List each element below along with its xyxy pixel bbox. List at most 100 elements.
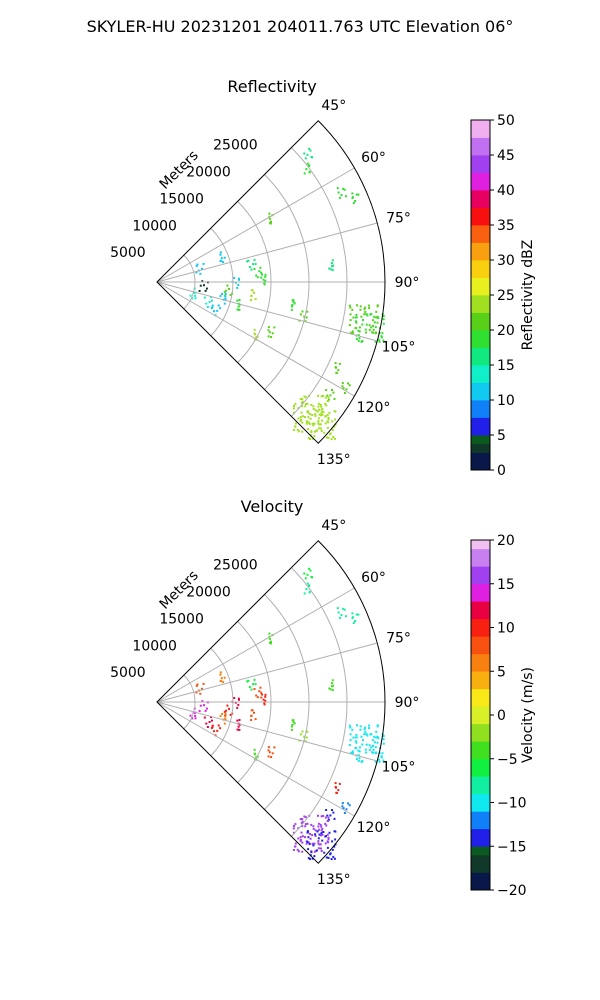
echo-point [299, 733, 302, 736]
echo-point [324, 422, 327, 425]
echo-point [206, 726, 209, 728]
echo-point [382, 339, 385, 342]
echo-point [313, 850, 316, 853]
echo-point [299, 418, 302, 421]
echo-point [341, 385, 344, 388]
echo-point [317, 825, 320, 828]
echo-point [368, 328, 371, 331]
echo-point [357, 754, 360, 757]
echo-point [224, 294, 227, 297]
echo-point [210, 716, 212, 719]
echo-point [368, 727, 371, 730]
colorbar-segment [471, 435, 490, 445]
echo-point [376, 725, 379, 728]
echo-point [347, 802, 350, 805]
echo-point [322, 831, 325, 833]
echo-point [328, 267, 331, 270]
echo-point [323, 851, 326, 854]
echo-point [297, 837, 300, 840]
echo-point [219, 307, 222, 310]
reflectivity-title: Reflectivity [227, 77, 316, 96]
colorbar-segment [471, 750, 490, 760]
echo-point [334, 782, 337, 785]
echo-point [237, 703, 240, 706]
colorbar-segment [471, 146, 490, 156]
echo-point [301, 850, 304, 853]
colorbar-tick-label: 10 [497, 393, 515, 409]
echo-point [303, 315, 306, 318]
echo-point [253, 711, 255, 714]
echo-point [256, 276, 259, 279]
echo-point [253, 678, 256, 681]
echo-point [202, 682, 205, 685]
echo-point [301, 310, 304, 313]
echo-point [376, 724, 379, 727]
echo-point [236, 719, 239, 722]
echo-point [238, 719, 241, 721]
colorbar-tick-label: 20 [497, 533, 515, 549]
radial-tick-label: 10000 [132, 638, 177, 654]
echo-point [301, 421, 304, 424]
echo-point [367, 724, 370, 727]
echo-point [234, 701, 237, 704]
echo-point [348, 324, 351, 327]
echo-point [229, 713, 232, 716]
echo-point [307, 428, 310, 431]
echo-point [352, 736, 355, 739]
echo-point [314, 414, 317, 417]
echo-point [373, 735, 376, 738]
echo-point [233, 697, 236, 699]
echo-point [220, 679, 223, 682]
echo-point [334, 410, 337, 413]
echo-point [316, 830, 319, 833]
echo-point [319, 843, 322, 846]
echo-point [312, 405, 315, 408]
echo-point [349, 306, 352, 309]
echo-point [315, 849, 318, 852]
echo-point [290, 308, 293, 311]
echo-point [341, 382, 344, 385]
echo-point [250, 719, 253, 721]
echo-point [252, 263, 255, 266]
echo-point [348, 304, 351, 307]
echo-point [226, 704, 229, 707]
echo-point [382, 322, 385, 325]
echo-point [376, 321, 379, 324]
echo-point [366, 314, 369, 317]
sector-border [156, 540, 386, 864]
echo-point [313, 430, 316, 433]
echo-point [343, 392, 346, 394]
echo-point [308, 590, 311, 593]
echo-point [313, 435, 316, 438]
angle-tick-label: 105° [382, 340, 416, 356]
echo-point [299, 313, 302, 316]
radial-tick-label: 15000 [159, 191, 204, 207]
echo-point [320, 834, 322, 837]
echo-point [255, 694, 258, 697]
echo-point [270, 220, 272, 223]
echo-point [246, 680, 249, 683]
echo-point [351, 616, 354, 619]
echo-point [299, 838, 302, 841]
echo-point [318, 423, 321, 426]
echo-point [332, 855, 335, 858]
echo-point [291, 725, 293, 728]
echo-point [358, 757, 361, 760]
echo-point [195, 684, 198, 687]
echo-point [332, 264, 335, 267]
colorbar-segment [471, 303, 490, 313]
colorbar-segment [471, 155, 490, 165]
echo-point [304, 825, 307, 828]
echo-point [364, 328, 367, 331]
echo-point [355, 736, 358, 739]
echo-point [369, 733, 372, 736]
echo-point [333, 437, 336, 440]
echo-point [370, 746, 373, 749]
echo-point [237, 283, 240, 286]
echo-point [334, 838, 337, 841]
echo-point [211, 719, 213, 722]
echo-point [361, 323, 364, 326]
echo-point [327, 838, 330, 841]
echo-point [293, 825, 295, 827]
colorbar-segment [471, 793, 490, 803]
